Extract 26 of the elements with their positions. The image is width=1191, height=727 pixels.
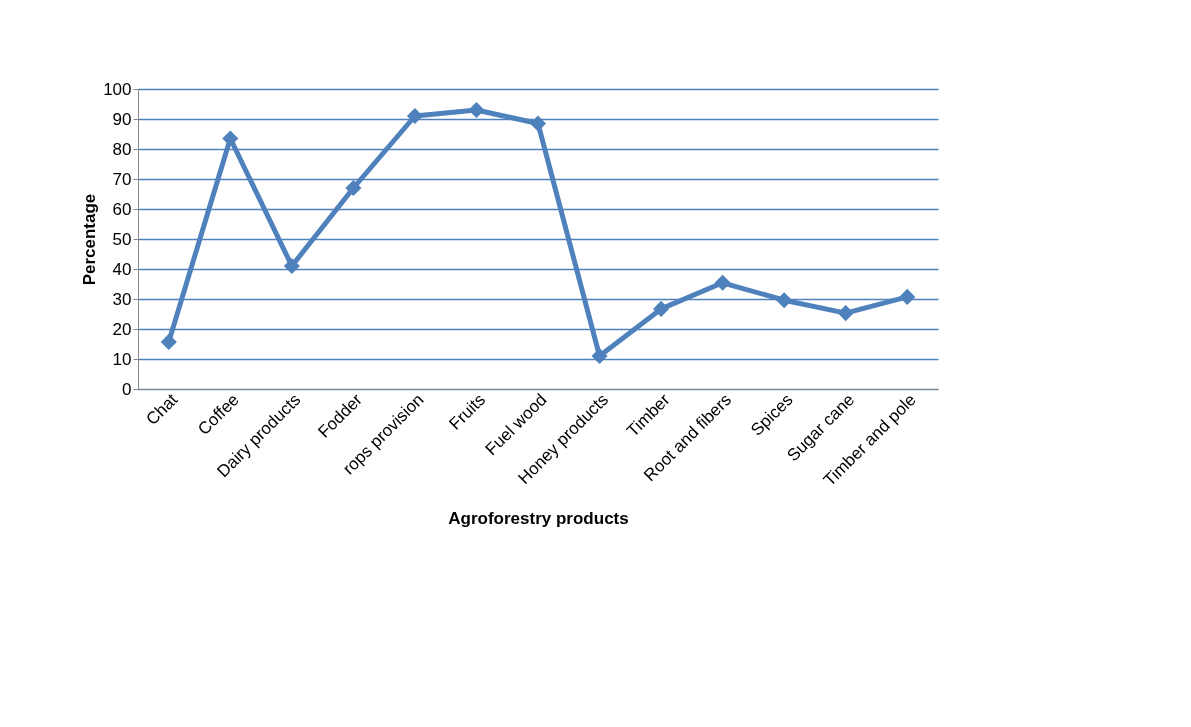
y-axis-title: Percentage xyxy=(80,193,100,286)
point xyxy=(837,305,854,322)
point xyxy=(529,115,547,132)
y-tick-label: 70 xyxy=(112,169,132,189)
y-tick-label: 20 xyxy=(112,319,132,339)
y-tick-label: 90 xyxy=(112,109,132,129)
point xyxy=(406,107,423,125)
y-tick-label: 40 xyxy=(112,259,132,279)
y-tick-label: 60 xyxy=(112,199,132,219)
point xyxy=(899,288,916,305)
point xyxy=(714,274,731,291)
y-tick-label: 80 xyxy=(112,139,132,159)
point xyxy=(222,130,239,147)
point xyxy=(160,333,177,350)
point xyxy=(468,101,485,119)
point xyxy=(653,300,670,317)
point xyxy=(776,292,793,309)
point xyxy=(345,179,362,197)
point xyxy=(283,257,300,275)
x-axis-title: Agroforestry products xyxy=(448,508,629,528)
point xyxy=(591,347,608,365)
y-tick-label: 100 xyxy=(103,79,132,99)
y-tick-label: 0 xyxy=(122,379,132,399)
y-tick-label: 30 xyxy=(112,289,132,309)
y-tick-label: 50 xyxy=(112,229,132,249)
y-tick-label: 10 xyxy=(112,349,132,369)
